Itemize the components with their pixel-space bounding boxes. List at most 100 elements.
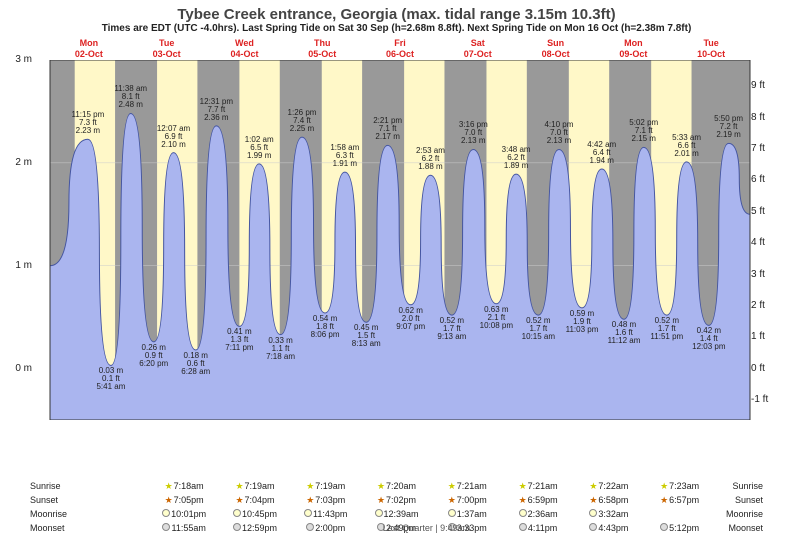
info-cell: 3:32am [573, 509, 644, 519]
info-cell [78, 509, 149, 519]
tide-label: 0.03 m0.1 ft5:41 am [96, 367, 125, 391]
tide-label: 4:42 am6.4 ft1.94 m [587, 141, 616, 165]
info-cell: ★7:02pm [361, 495, 432, 505]
tide-label: 0.62 m2.0 ft9:07 pm [396, 307, 425, 331]
ytick-ft: 6 ft [751, 174, 779, 185]
info-cell: ★7:18am [149, 481, 220, 491]
ytick-ft: 9 ft [751, 80, 779, 91]
info-cell: 11:43pm [290, 509, 361, 519]
date-label: Tue03-Oct [128, 38, 206, 60]
tide-label: 0.52 m1.7 ft9:13 am [437, 317, 466, 341]
sun-moon-table: Sunrise ★7:18am★7:19am★7:19am★7:20am★7:2… [30, 479, 763, 535]
tide-label: 0.59 m1.9 ft11:03 pm [566, 310, 599, 334]
ytick-ft: -1 ft [751, 394, 779, 405]
tide-label: 0.41 m1.3 ft7:11 pm [225, 328, 253, 352]
sun-icon: ★ [660, 481, 668, 489]
moon-icon [233, 509, 241, 517]
row-label: Moonrise [715, 509, 763, 519]
ytick-m: 1 m [14, 260, 32, 271]
info-cell [644, 509, 715, 519]
tide-label: 0.26 m0.9 ft6:20 pm [139, 344, 168, 368]
date-axis: Mon02-OctTue03-OctWed04-OctThu05-OctFri0… [50, 38, 750, 60]
tide-label: 2:21 pm7.1 ft2.17 m [373, 117, 402, 141]
info-cell: ★7:20am [361, 481, 432, 491]
ytick-ft: 2 ft [751, 300, 779, 311]
tide-label: 5:33 am6.6 ft2.01 m [672, 134, 701, 158]
moonrise-row: Moonrise 10:01pm10:45pm11:43pm12:39am1:3… [30, 507, 763, 521]
info-cell: ★7:19am [290, 481, 361, 491]
ytick-ft: 8 ft [751, 112, 779, 123]
sun-icon: ★ [660, 495, 668, 503]
tide-label: 12:07 am6.9 ft2.10 m [157, 125, 190, 149]
info-cell: ★6:58pm [573, 495, 644, 505]
date-label: Tue10-Oct [672, 38, 750, 60]
tide-label: 5:02 pm7.1 ft2.15 m [629, 119, 658, 143]
tide-label: 3:48 am6.2 ft1.89 m [502, 146, 531, 170]
tide-label: 1:26 pm7.4 ft2.25 m [288, 109, 317, 133]
sun-icon: ★ [589, 495, 597, 503]
tide-label: 1:58 am6.3 ft1.91 m [330, 144, 359, 168]
date-label: Wed04-Oct [206, 38, 284, 60]
info-cell: ★6:57pm [644, 495, 715, 505]
ytick-ft: 3 ft [751, 269, 779, 280]
date-label: Fri06-Oct [361, 38, 439, 60]
sun-icon: ★ [377, 495, 385, 503]
sun-icon: ★ [519, 495, 527, 503]
info-cell: ★7:22am [573, 481, 644, 491]
tide-label: 0.42 m1.4 ft12:03 pm [692, 327, 725, 351]
moon-icon [375, 509, 383, 517]
sun-icon: ★ [306, 481, 314, 489]
info-cell: 10:45pm [220, 509, 291, 519]
info-cell: ★7:00pm [432, 495, 503, 505]
ytick-ft: 5 ft [751, 206, 779, 217]
info-cell: ★7:21am [503, 481, 574, 491]
tide-label: 5:50 pm7.2 ft2.19 m [714, 115, 743, 139]
info-cell: 2:36am [503, 509, 574, 519]
ytick-ft: 4 ft [751, 237, 779, 248]
ytick-ft: 0 ft [751, 363, 779, 374]
sun-icon: ★ [165, 481, 173, 489]
sun-icon: ★ [235, 481, 243, 489]
row-label: Moonrise [30, 509, 78, 519]
sunrise-row: Sunrise ★7:18am★7:19am★7:19am★7:20am★7:2… [30, 479, 763, 493]
ytick-ft: 1 ft [751, 331, 779, 342]
tide-label: 4:10 pm7.0 ft2.13 m [544, 121, 573, 145]
tide-label: 12:31 pm7.7 ft2.36 m [200, 98, 233, 122]
date-label: Mon09-Oct [594, 38, 672, 60]
info-cell: ★7:03pm [290, 495, 361, 505]
last-quarter-label: Last Quarter | 9:49am [30, 523, 793, 533]
tide-chart: Tybee Creek entrance, Georgia (max. tida… [0, 0, 793, 539]
moon-icon [589, 509, 597, 517]
sun-icon: ★ [306, 495, 314, 503]
info-cell [78, 495, 149, 505]
row-label: Sunset [30, 495, 78, 505]
chart-subtitle: Times are EDT (UTC -4.0hrs). Last Spring… [0, 23, 793, 36]
sun-icon: ★ [448, 495, 456, 503]
info-cell: 12:39am [361, 509, 432, 519]
tide-label: 0.18 m0.6 ft6:28 am [181, 352, 210, 376]
info-cell: 1:37am [432, 509, 503, 519]
row-label: Sunrise [715, 481, 763, 491]
ytick-ft: 7 ft [751, 143, 779, 154]
tide-label: 0.63 m2.1 ft10:08 pm [480, 306, 513, 330]
tide-label: 11:15 pm7.3 ft2.23 m [71, 111, 104, 135]
info-cell: ★7:21am [432, 481, 503, 491]
sun-icon: ★ [589, 481, 597, 489]
date-label: Sat07-Oct [439, 38, 517, 60]
date-label: Sun08-Oct [517, 38, 595, 60]
row-label: Sunset [715, 495, 763, 505]
info-cell: 10:01pm [149, 509, 220, 519]
sun-icon: ★ [377, 481, 385, 489]
moon-icon [162, 509, 170, 517]
ytick-m: 0 m [14, 363, 32, 374]
tide-label: 3:16 pm7.0 ft2.13 m [459, 121, 488, 145]
ytick-m: 2 m [14, 157, 32, 168]
tide-label: 0.52 m1.7 ft10:15 am [522, 317, 555, 341]
tide-label: 2:53 am6.2 ft1.88 m [416, 147, 445, 171]
date-label: Thu05-Oct [283, 38, 361, 60]
sun-icon: ★ [448, 481, 456, 489]
tide-label: 1:02 am6.5 ft1.99 m [245, 136, 274, 160]
moon-icon [304, 509, 312, 517]
tide-label: 11:38 am8.1 ft2.48 m [114, 85, 147, 109]
date-label: Mon02-Oct [50, 38, 128, 60]
